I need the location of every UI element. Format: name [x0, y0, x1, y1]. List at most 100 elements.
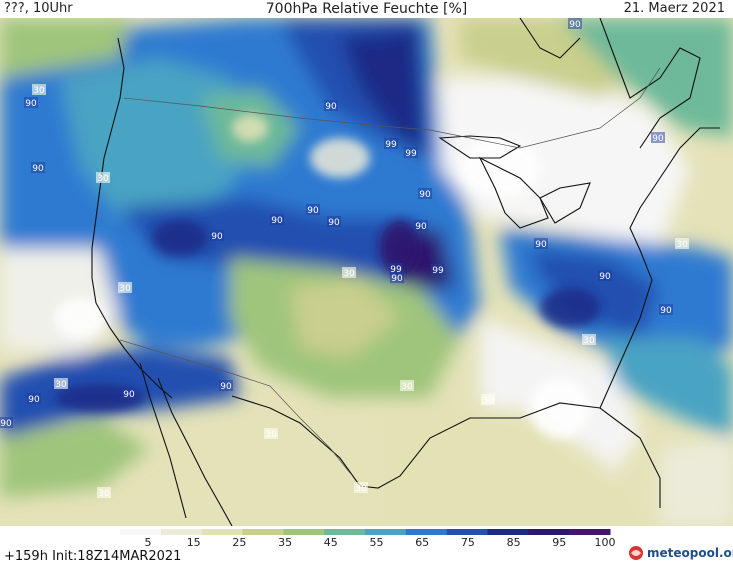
legend-tick-label: 35	[278, 536, 292, 548]
legend-color-segment	[446, 529, 488, 535]
contour-label: 30	[400, 380, 414, 392]
svg-text:30: 30	[265, 430, 277, 440]
svg-text:30: 30	[355, 484, 367, 494]
svg-text:30: 30	[98, 489, 110, 499]
svg-text:99: 99	[432, 266, 444, 276]
humidity-detail	[55, 114, 600, 438]
legend-tick-label: 85	[507, 536, 521, 548]
contour-label: 90	[568, 18, 582, 30]
contour-label: 30	[342, 267, 356, 279]
contour-label: 90	[598, 270, 612, 282]
contour-label: 30	[118, 282, 132, 294]
legend-tick-label: 45	[324, 536, 338, 548]
contour-label: 90	[27, 393, 41, 405]
legend-tick-label: 95	[552, 536, 566, 548]
contour-label: 30	[675, 238, 689, 250]
contour-label: 30	[354, 482, 368, 494]
contour-label: 90	[659, 304, 673, 316]
forecast-date: 21. Maerz 2021	[623, 1, 725, 16]
svg-text:99: 99	[385, 140, 397, 150]
humidity-field	[0, 18, 733, 526]
contour-label: 90	[0, 417, 13, 429]
contour-label: 30	[582, 334, 596, 346]
svg-text:30: 30	[482, 396, 494, 406]
coastlines	[91, 18, 720, 526]
borders	[119, 67, 661, 474]
map-title: 700hPa Relative Feuchte [%]	[265, 1, 468, 17]
model-run-info: +159h Init:18Z14MAR2021	[4, 549, 182, 564]
svg-text:30: 30	[401, 382, 413, 392]
contour-label: 90	[327, 216, 341, 228]
svg-text:90: 90	[325, 102, 337, 112]
legend-tick-label: 55	[370, 536, 384, 548]
legend-color-segment	[528, 529, 570, 535]
color-legend: 5 15 25 35 45 55 65 75 85 95 100	[120, 529, 616, 548]
svg-text:30: 30	[343, 269, 355, 279]
svg-text:30: 30	[33, 86, 45, 96]
contour-label: 30	[32, 84, 46, 96]
contour-label: 90	[31, 162, 45, 174]
contour-label: 99	[431, 264, 445, 276]
legend-color-segment	[283, 529, 325, 535]
legend-color-segment	[365, 529, 407, 535]
svg-text:30: 30	[583, 336, 595, 346]
svg-text:30: 30	[55, 380, 67, 390]
meteopool-logo[interactable]: meteopool.org	[628, 545, 733, 561]
contour-label: 99	[404, 147, 418, 159]
svg-text:90: 90	[271, 216, 283, 226]
logo-text: meteopool.org	[647, 546, 733, 560]
svg-text:90: 90	[123, 390, 135, 400]
contour-label: 90	[24, 97, 38, 109]
legend-color-segment	[324, 529, 366, 535]
contour-label: 90	[270, 214, 284, 226]
legend-color-segment	[201, 529, 243, 535]
contour-label: 30	[54, 378, 68, 390]
svg-text:90: 90	[211, 232, 223, 242]
svg-text:90: 90	[220, 382, 232, 392]
svg-text:99: 99	[405, 149, 417, 159]
svg-text:90: 90	[660, 306, 672, 316]
contour-label: 90	[651, 132, 665, 144]
legend-color-segment	[120, 529, 162, 535]
legend-color-segment	[160, 529, 203, 535]
svg-text:90: 90	[599, 272, 611, 282]
svg-text:90: 90	[307, 206, 319, 216]
legend-color-segment	[405, 529, 448, 535]
contour-label: 90	[219, 380, 233, 392]
svg-text:90: 90	[419, 190, 431, 200]
svg-text:90: 90	[328, 218, 340, 228]
legend-tick-label: 65	[415, 536, 429, 548]
svg-text:30: 30	[97, 174, 109, 184]
contour-label: 90	[534, 238, 548, 250]
svg-text:99: 99	[390, 265, 402, 275]
forecast-time-label: ???, 10Uhr	[4, 1, 73, 16]
contour-label: 90	[210, 230, 224, 242]
contour-label: 30	[264, 428, 278, 440]
svg-text:90: 90	[32, 164, 44, 174]
legend-color-segment	[487, 529, 529, 535]
svg-text:90: 90	[25, 99, 37, 109]
svg-text:30: 30	[676, 240, 688, 250]
legend-tick-label: 100	[595, 536, 616, 548]
svg-text:90: 90	[0, 419, 12, 429]
legend-color-segment	[569, 529, 611, 535]
contour-label: 99	[389, 263, 403, 275]
svg-text:90: 90	[569, 20, 581, 30]
svg-text:30: 30	[119, 284, 131, 294]
legend-color-segment	[242, 529, 284, 535]
contour-label: 30	[481, 394, 495, 406]
legend-tick-label: 15	[187, 536, 201, 548]
contour-label: 90	[306, 204, 320, 216]
legend-tick-label: 5	[145, 536, 152, 548]
svg-text:90: 90	[535, 240, 547, 250]
contour-label: 90	[418, 188, 432, 200]
svg-text:90: 90	[415, 222, 427, 232]
contour-label: 30	[96, 172, 110, 184]
legend-tick-label: 75	[461, 536, 475, 548]
contour-label: 90	[390, 272, 404, 284]
contour-label: 99	[384, 138, 398, 150]
legend-tick-label: 25	[232, 536, 246, 548]
svg-text:90: 90	[28, 395, 40, 405]
